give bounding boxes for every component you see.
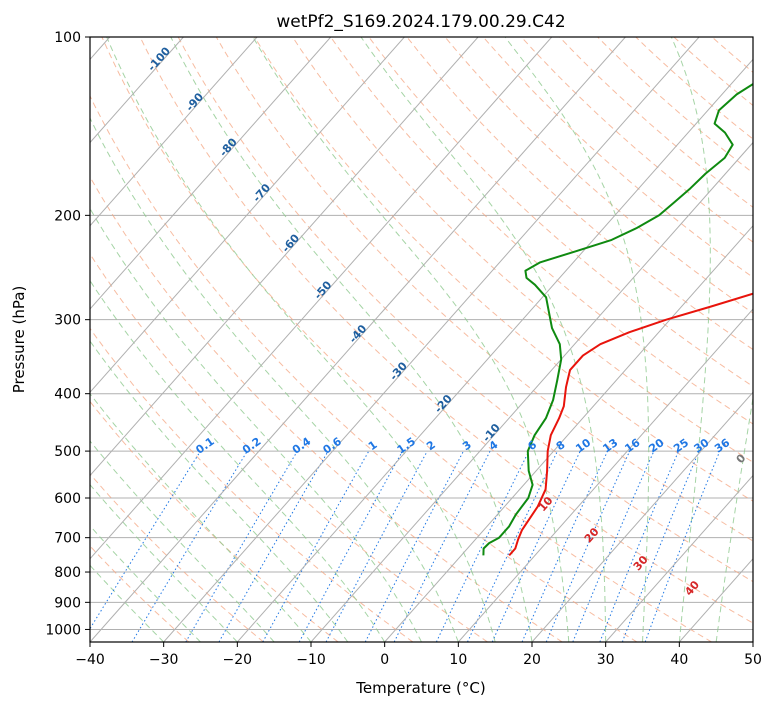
x-tick-label: −40 — [75, 652, 105, 668]
x-tick-label: 0 — [380, 652, 389, 668]
y-tick-label: 800 — [54, 565, 81, 581]
y-tick-label: 200 — [54, 208, 81, 224]
x-tick-label: −30 — [149, 652, 179, 668]
y-tick-label: 100 — [54, 30, 81, 46]
x-tick-label: −20 — [223, 652, 253, 668]
x-tick-label: 30 — [597, 652, 615, 668]
x-axis-label: Temperature (°C) — [355, 679, 485, 697]
x-tick-label: −10 — [296, 652, 326, 668]
x-tick-label: 50 — [744, 652, 762, 668]
y-tick-label: 300 — [54, 313, 81, 329]
x-tick-label: 20 — [523, 652, 541, 668]
chart-title: wetPf2_S169.2024.179.00.29.C42 — [276, 12, 565, 32]
x-tick-label: 40 — [670, 652, 688, 668]
x-tick-label: 10 — [449, 652, 467, 668]
y-axis-label: Pressure (hPa) — [10, 286, 28, 394]
y-tick-label: 700 — [54, 531, 81, 547]
y-tick-label: 400 — [54, 387, 81, 403]
y-tick-label: 1000 — [45, 622, 81, 638]
y-tick-label: 900 — [54, 595, 81, 611]
y-tick-label: 600 — [54, 491, 81, 507]
y-tick-label: 500 — [54, 444, 81, 460]
